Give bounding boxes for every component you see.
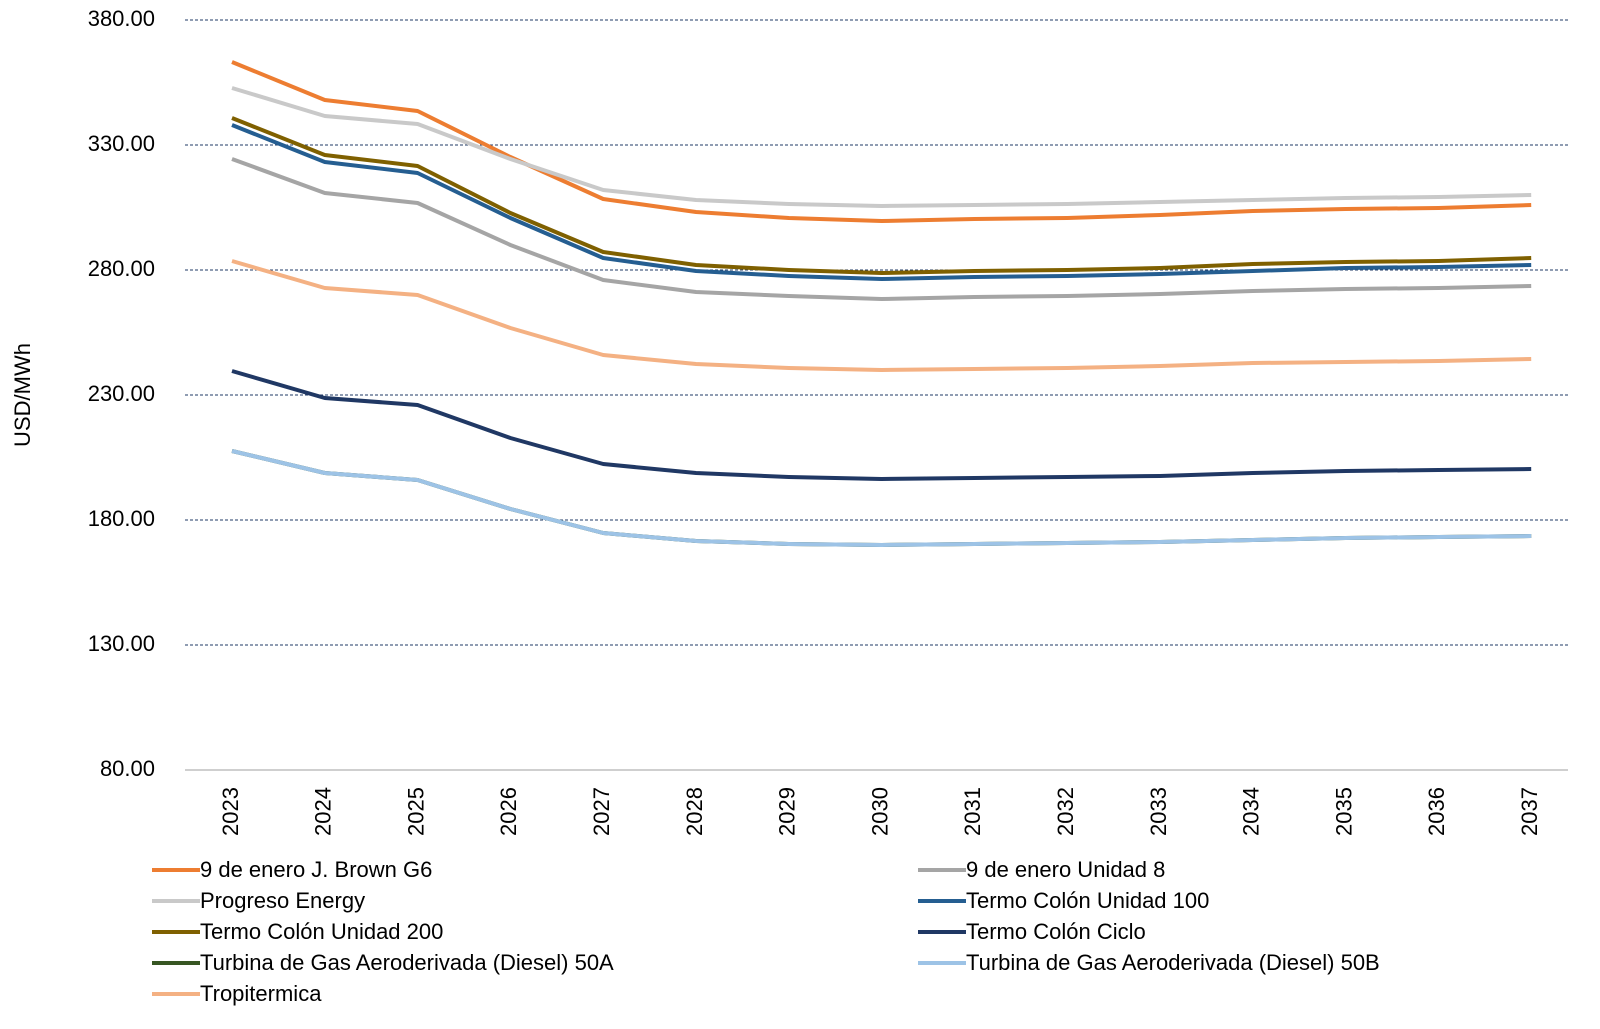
y-tick-label: 80.00 bbox=[100, 756, 155, 781]
x-tick-label: 2035 bbox=[1331, 787, 1356, 836]
y-tick-label: 180.00 bbox=[88, 506, 155, 531]
x-tick-label: 2031 bbox=[960, 787, 985, 836]
series-line bbox=[231, 449, 1532, 547]
x-tick-label: 2032 bbox=[1053, 787, 1078, 836]
x-tick-label: 2023 bbox=[218, 787, 243, 836]
legend-label: 9 de enero Unidad 8 bbox=[966, 857, 1165, 882]
legend-label: Termo Colón Unidad 100 bbox=[966, 888, 1209, 913]
y-tick-label: 280.00 bbox=[88, 256, 155, 281]
series-line bbox=[231, 60, 1532, 223]
y-tick-label: 330.00 bbox=[88, 131, 155, 156]
series-line bbox=[231, 369, 1532, 481]
x-tick-label: 2030 bbox=[867, 787, 892, 836]
y-axis-label: USD/MWh bbox=[10, 343, 35, 447]
x-tick-label: 2025 bbox=[403, 787, 428, 836]
legend-label: Turbina de Gas Aeroderivada (Diesel) 50B bbox=[966, 950, 1380, 975]
y-tick-label: 230.00 bbox=[88, 381, 155, 406]
legend-label: Progreso Energy bbox=[200, 888, 365, 913]
x-tick-label: 2034 bbox=[1239, 787, 1264, 836]
x-tick-label: 2027 bbox=[589, 787, 614, 836]
x-tick-label: 2033 bbox=[1146, 787, 1171, 836]
x-tick-label: 2028 bbox=[682, 787, 707, 836]
series-line bbox=[231, 86, 1532, 208]
y-tick-label: 380.00 bbox=[88, 6, 155, 31]
x-tick-label: 2024 bbox=[311, 787, 336, 836]
legend-label: Tropitermica bbox=[200, 981, 322, 1006]
x-tick-label: 2029 bbox=[775, 787, 800, 836]
series-line bbox=[231, 449, 1532, 547]
legend-label: 9 de enero J. Brown G6 bbox=[200, 857, 432, 882]
legend-label: Termo Colón Unidad 200 bbox=[200, 919, 443, 944]
x-tick-label: 2026 bbox=[496, 787, 521, 836]
x-tick-label: 2036 bbox=[1424, 787, 1449, 836]
series-line bbox=[231, 259, 1532, 372]
series-line bbox=[231, 123, 1532, 281]
y-tick-label: 130.00 bbox=[88, 631, 155, 656]
legend-label: Termo Colón Ciclo bbox=[966, 919, 1146, 944]
legend-label: Turbina de Gas Aeroderivada (Diesel) 50A bbox=[200, 950, 614, 975]
series-line bbox=[231, 116, 1532, 275]
series-line bbox=[231, 157, 1532, 301]
x-tick-label: 2037 bbox=[1517, 787, 1542, 836]
